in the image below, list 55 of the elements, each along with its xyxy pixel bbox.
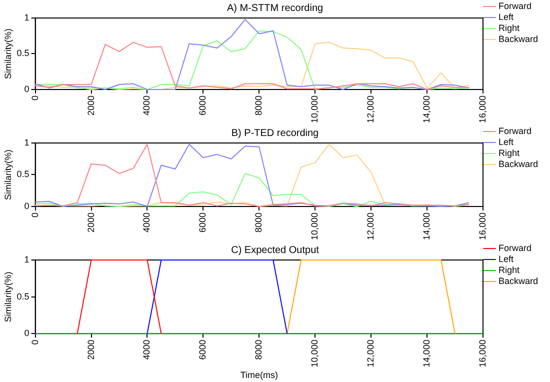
x-tick-label: 6000 <box>198 212 208 233</box>
x-tick-label: 10,000 <box>310 212 320 240</box>
legend-label: Backward <box>498 158 538 169</box>
x-tick-label: 6000 <box>198 95 208 116</box>
x-tick-label: 0 <box>30 212 40 218</box>
y-tick-label: 0 <box>24 328 30 338</box>
y-tick-label: 0.5 <box>16 169 30 180</box>
y-tick-label: 0.5 <box>16 291 30 302</box>
x-tick-label: 4000 <box>142 340 152 360</box>
legend-label: Right <box>498 22 520 33</box>
x-tick-label: 0 <box>30 95 40 100</box>
y-tick-label: 0 <box>24 200 30 211</box>
x-tick-label: 2000 <box>86 340 96 360</box>
legend-label: Forward <box>498 242 532 253</box>
legend-label: Backward <box>498 276 538 286</box>
x-tick-label: 14,000 <box>422 340 432 368</box>
x-tick-label: 12,000 <box>366 95 376 124</box>
legend-label: Left <box>498 254 514 264</box>
y-tick-label: 1 <box>24 254 30 264</box>
x-tick-label: 6000 <box>198 340 208 360</box>
x-tick-label: 14,000 <box>422 95 432 124</box>
x-tick-label: 12,000 <box>366 340 376 368</box>
x-tick-label: 10,000 <box>310 95 320 124</box>
x-tick-label: 16,000 <box>477 212 488 240</box>
legend-label: Right <box>498 264 520 275</box>
x-tick-label: 2000 <box>86 212 96 233</box>
y-axis-title: Similarity(%) <box>2 272 13 322</box>
x-tick-label: 8000 <box>254 340 264 360</box>
x-tick-label: 16,000 <box>477 95 488 124</box>
x-tick-label: 10,000 <box>310 340 320 368</box>
legend-label: Left <box>498 136 514 147</box>
chart-title: C) Expected Output <box>231 244 320 256</box>
x-tick-label: 4000 <box>142 212 152 233</box>
legend-label: Forward <box>498 126 532 136</box>
legend-label: Left <box>498 12 514 22</box>
x-tick-label: 8000 <box>254 212 264 233</box>
x-axis-title: Time(ms) <box>240 370 278 380</box>
legend-label: Backward <box>498 34 538 44</box>
x-tick-label: 16,000 <box>477 340 488 368</box>
legend-label: Forward <box>498 0 532 11</box>
y-tick-label: 1 <box>24 137 30 148</box>
y-tick-label: 1 <box>24 12 30 22</box>
x-tick-label: 4000 <box>142 95 152 116</box>
x-tick-label: 12,000 <box>366 212 376 240</box>
y-axis-title: Similarity(%) <box>2 149 13 200</box>
x-tick-label: 8000 <box>254 95 264 116</box>
y-axis-title: Similarity(%) <box>2 28 13 79</box>
x-tick-label: 14,000 <box>422 212 432 240</box>
legend-label: Right <box>498 148 520 158</box>
chart-title: B) P-TED recording <box>231 128 319 139</box>
y-tick-label: 0.5 <box>16 48 30 58</box>
y-tick-label: 0 <box>24 84 30 94</box>
x-tick-label: 0 <box>30 340 40 345</box>
x-tick-label: 2000 <box>86 95 96 116</box>
chart-title: A) M-STTM recording <box>226 2 324 14</box>
